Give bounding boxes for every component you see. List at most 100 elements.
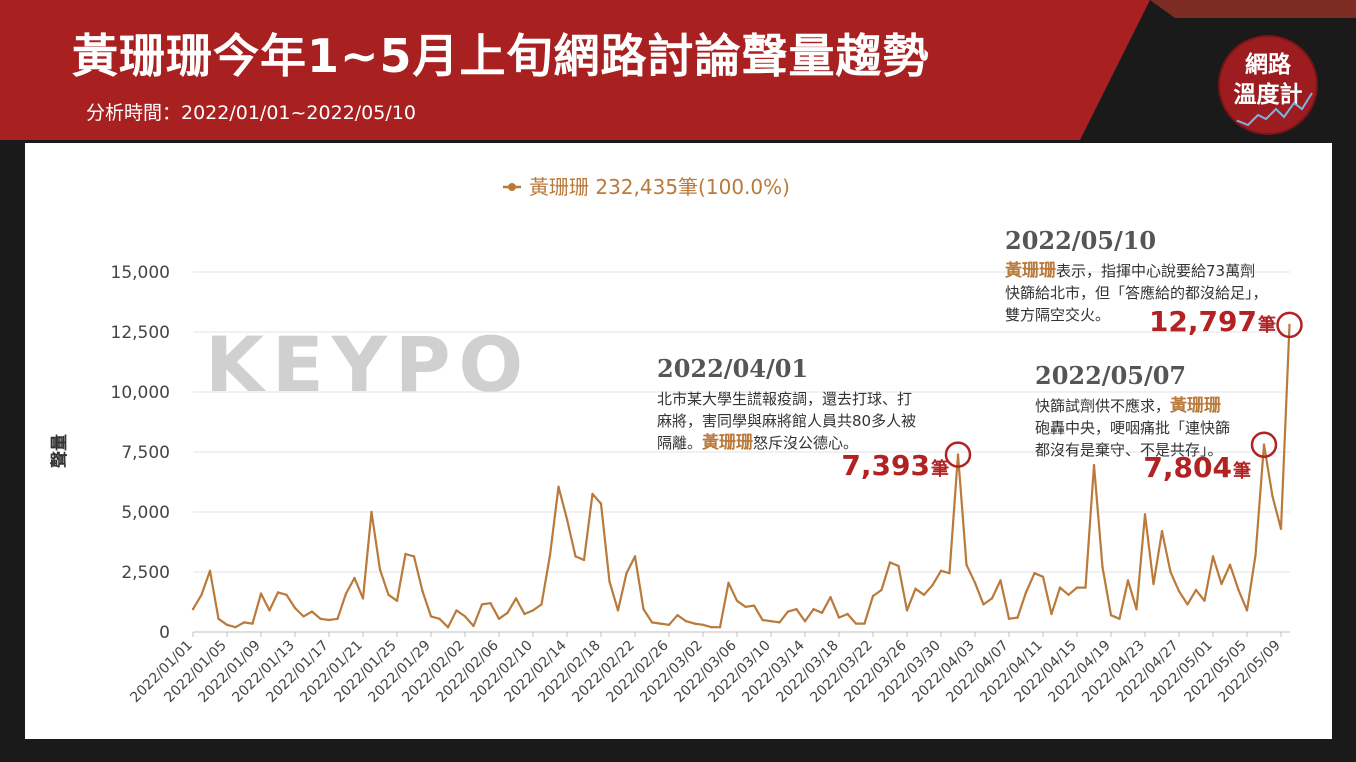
annotation-2022-04-01: 2022/04/01 北市某大學生謊報疫調，還去打球、打麻將，害同學與麻將館人員共…: [657, 354, 972, 482]
data-point: [616, 609, 620, 612]
data-point: [812, 608, 815, 611]
data-point: [1211, 555, 1215, 558]
data-point: [778, 621, 781, 624]
data-point: [540, 603, 543, 606]
data-point: [982, 603, 985, 606]
data-point: [412, 555, 416, 558]
data-point: [1126, 579, 1130, 582]
data-point: [531, 609, 535, 612]
y-tick-label: 5,000: [121, 503, 170, 523]
data-point: [1186, 603, 1189, 606]
data-point: [990, 597, 994, 600]
annotation-date: 2022/04/01: [657, 354, 808, 383]
data-point: [914, 587, 917, 590]
data-point: [1058, 586, 1062, 589]
data-point: [446, 626, 450, 629]
data-point: [574, 555, 577, 558]
data-point: [353, 576, 356, 580]
data-point: [327, 618, 331, 622]
data-point: [1041, 575, 1045, 578]
data-point: [1084, 586, 1087, 589]
watermark-text: KEYPO: [205, 320, 531, 409]
data-point: [803, 620, 807, 623]
data-point: [684, 620, 688, 623]
data-point: [472, 624, 475, 628]
data-point: [922, 593, 926, 596]
data-point: [268, 609, 271, 612]
data-point: [999, 579, 1002, 582]
data-point: [200, 593, 203, 596]
annotation-text-line: 麻將，害同學與麻將館人員共80多人被: [657, 412, 916, 430]
data-point: [1279, 527, 1283, 530]
data-point: [608, 580, 611, 583]
data-point: [259, 592, 263, 595]
data-point: [948, 572, 951, 575]
annotation-2022-05-10: 2022/05/10 黃珊珊表示，指揮中心說要給73萬劑快篩給北市，但「答應給的都…: [1004, 226, 1303, 339]
data-point: [1050, 612, 1053, 616]
data-point: [361, 597, 365, 600]
data-point: [1033, 572, 1036, 575]
data-point: [285, 593, 288, 596]
data-point: [1135, 608, 1138, 611]
data-point: [310, 610, 314, 613]
highlight-circle: [1250, 431, 1278, 458]
annotation-2022-05-07: 2022/05/07 快篩試劑供不應求，黃珊珊砲轟中央，哽咽痛批「連快篩都沒有是棄…: [1035, 361, 1278, 484]
annotation-text-line: 快篩給北市，但「答應給的都沒給足」，: [1005, 284, 1268, 302]
y-tick-label: 15,000: [111, 263, 170, 283]
data-point: [1016, 616, 1019, 619]
annotation-unit: 筆: [931, 458, 949, 480]
data-point: [251, 622, 254, 625]
data-point: [1169, 570, 1172, 574]
data-point: [871, 594, 875, 598]
data-point: [497, 617, 501, 620]
annotation-text-line: 雙方隔空交火。: [1005, 306, 1110, 324]
data-point: [795, 608, 798, 611]
data-point: [1118, 617, 1121, 620]
data-point: [973, 581, 977, 584]
data-point: [905, 609, 909, 612]
data-point: [786, 610, 790, 613]
data-point: [880, 588, 883, 592]
data-point: [599, 502, 603, 505]
data-point: [659, 622, 662, 625]
line-chart: KEYPO 0 2,500 5,000 7,500 10,000 12,500 15,000…: [49, 175, 1303, 706]
data-point: [506, 611, 509, 614]
data-point: [336, 617, 339, 620]
y-tick-label: 10,000: [111, 383, 170, 403]
data-point: [438, 617, 441, 620]
data-point: [939, 569, 943, 572]
legend: 黃珊珊 232,435筆(100.0%): [503, 175, 790, 199]
analysis-period: 分析時間：2022/01/01~2022/05/10: [86, 102, 416, 124]
brand-logo-line2: 溫度計: [1233, 82, 1303, 108]
data-point: [582, 558, 586, 562]
annotation-value: 12,797: [1149, 305, 1257, 338]
data-point: [302, 615, 305, 618]
data-point: [276, 591, 280, 594]
data-point: [1152, 582, 1155, 586]
data-point: [421, 590, 424, 593]
data-point: [208, 569, 212, 572]
data-point: [676, 614, 679, 617]
brand-logo-line1: 網路: [1245, 52, 1291, 78]
y-tick-label: 2,500: [121, 563, 170, 583]
data-point: [1177, 590, 1181, 593]
data-point: [191, 608, 195, 611]
data-point: [463, 615, 467, 618]
data-point: [965, 563, 968, 566]
chart-panel: KEYPO 0 2,500 5,000 7,500 10,000 12,500 15,000…: [25, 143, 1332, 739]
data-point: [1101, 566, 1104, 569]
data-point: [480, 603, 484, 606]
data-point: [1245, 609, 1249, 612]
data-point: [1067, 593, 1070, 596]
brand-logo: 網路 溫度計: [1220, 37, 1316, 133]
y-tick-label: 0: [159, 623, 170, 643]
annotation-text-line: 快篩試劑供不應求，黃珊珊: [1035, 396, 1221, 416]
data-point: [548, 554, 552, 557]
data-point: [1075, 586, 1079, 589]
data-point: [693, 622, 696, 625]
data-point: [319, 617, 322, 620]
annotation-text-line: 都沒有是棄守、不是共存」。: [1035, 441, 1223, 459]
data-point: [667, 623, 671, 626]
data-point: [727, 581, 730, 584]
data-point: [829, 596, 832, 599]
